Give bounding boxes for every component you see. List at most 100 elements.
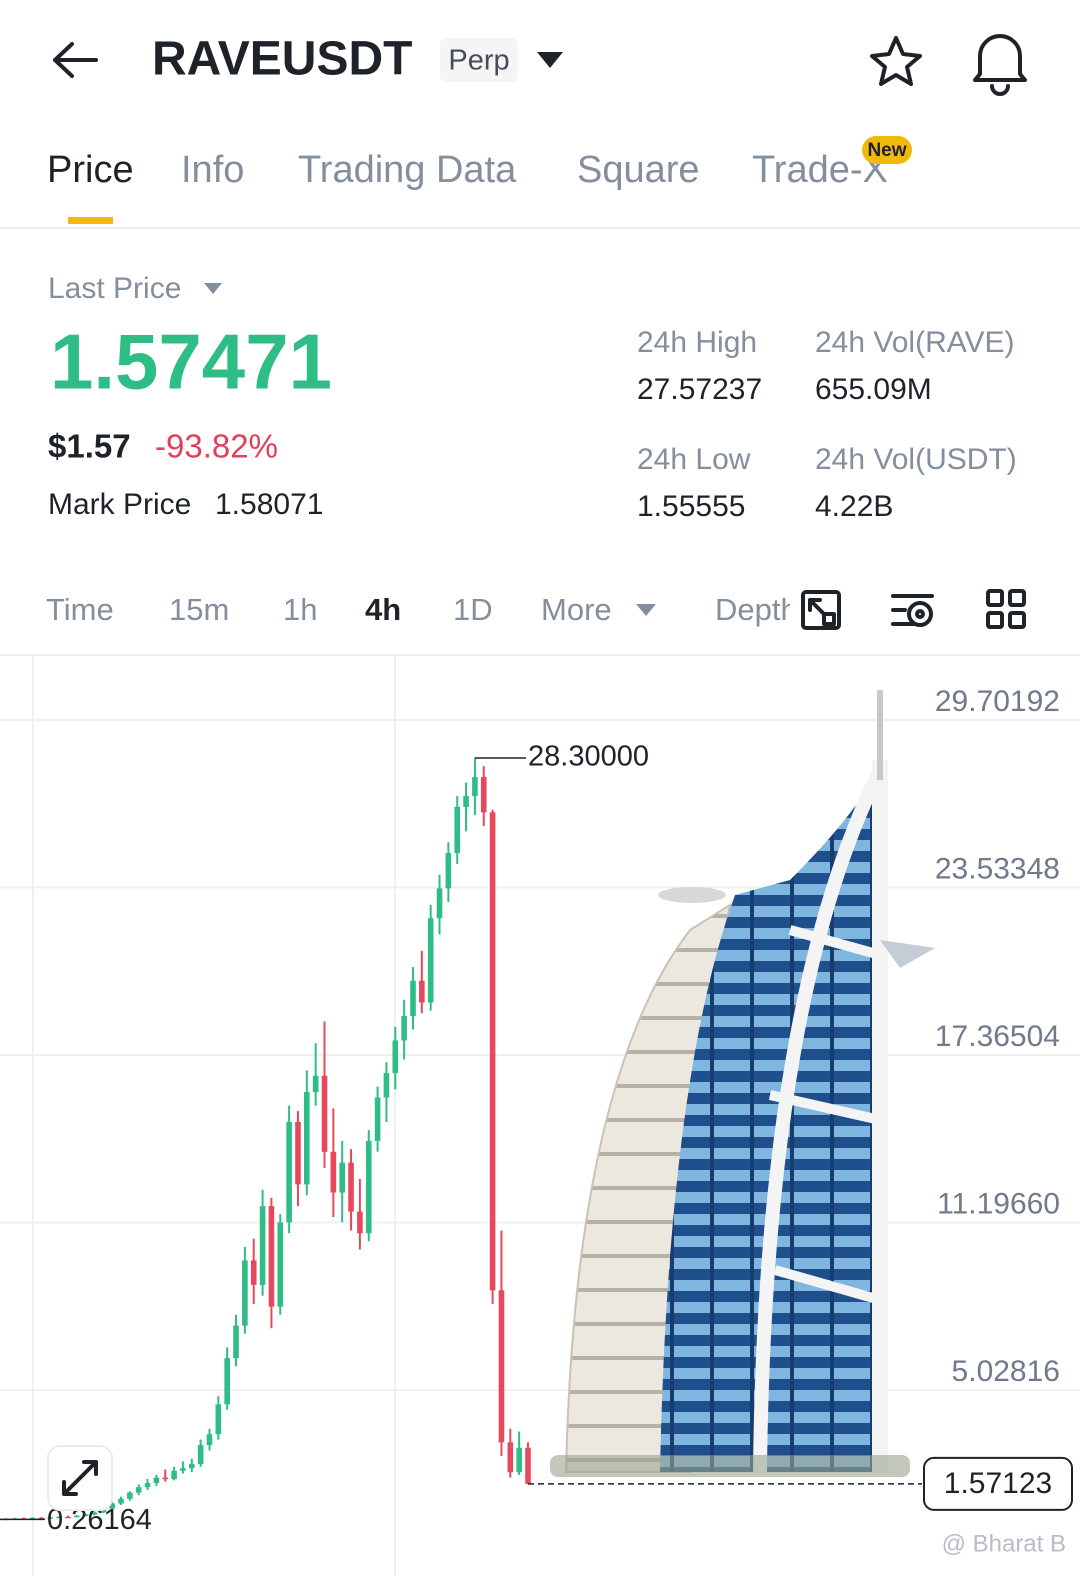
high-label: 28.30000 (528, 741, 649, 773)
stat-value: 1.55555 (637, 490, 745, 523)
candle-body (489, 812, 496, 1291)
candle-body (348, 1162, 354, 1212)
candle-body (29, 1517, 36, 1520)
candle-body (516, 1447, 522, 1473)
candle-body (454, 806, 461, 854)
candle-body (436, 888, 443, 919)
layout-icon[interactable] (986, 589, 1026, 629)
candle-body (38, 1517, 45, 1520)
current-price-box (923, 1456, 1073, 1511)
candle-body (427, 918, 434, 1003)
grid: 29.70192 23.53348 17.36504 11.19660 5.02816 (0, 685, 1080, 1391)
mark-price-label: Mark Price (48, 488, 191, 521)
y-tick-label: 5.02816 (952, 1355, 1060, 1388)
candle-body (56, 1516, 62, 1519)
candle-body (268, 1206, 275, 1307)
candle-body (206, 1434, 213, 1446)
back-button[interactable] (53, 42, 98, 78)
mark-price: 1.58071 (215, 488, 323, 521)
alert-icon[interactable] (973, 34, 1027, 96)
candle-body (525, 1447, 531, 1484)
candle-body (286, 1121, 292, 1223)
interval[interactable]: 1D (453, 592, 493, 627)
chart-icon[interactable] (801, 590, 841, 630)
interval-active[interactable]: 4h (365, 592, 401, 627)
candle-body (180, 1468, 186, 1471)
candle-body (91, 1512, 98, 1515)
stat-label: 24h Vol(USDT) (815, 443, 1017, 476)
perp-badge: Perp (448, 45, 509, 77)
candle-body (277, 1222, 284, 1307)
new-badge-bg (862, 136, 912, 164)
watermark: @ Bharat B (942, 1530, 1066, 1557)
candle-body (295, 1121, 301, 1185)
depth-tab[interactable]: Depth (715, 592, 798, 627)
y-tick-label: 23.53348 (935, 852, 1060, 885)
candle-body (188, 1464, 195, 1469)
candle-body (242, 1260, 248, 1326)
candle-body (171, 1470, 177, 1480)
candle-body (507, 1442, 514, 1473)
candle-body (498, 1290, 505, 1443)
candle-body (215, 1404, 222, 1435)
price-change: -93.82% (155, 428, 278, 465)
candle-body (153, 1477, 160, 1484)
candle-body (463, 796, 469, 807)
stat-label: 24h Vol(RAVE) (815, 326, 1015, 359)
candle-body (401, 1016, 407, 1041)
stat-label: 24h High (637, 326, 757, 359)
candle-body (162, 1477, 169, 1480)
candle-body (224, 1358, 230, 1405)
indicator-icon[interactable] (891, 594, 934, 627)
stat-value: 655.09M (815, 373, 932, 406)
expand-icon[interactable] (62, 1460, 98, 1496)
candle-body (144, 1483, 151, 1488)
candle-body (419, 980, 425, 1003)
candle-body (135, 1487, 142, 1493)
tab-square[interactable]: Square (577, 149, 700, 191)
more-dropdown[interactable] (636, 604, 656, 616)
stat-value: 27.57237 (637, 373, 762, 406)
y-tick-label: 11.19660 (937, 1187, 1060, 1220)
usd-price: $1.57 (48, 428, 131, 465)
current-price-label: 1.57123 (944, 1467, 1052, 1500)
symbol-dropdown[interactable] (537, 52, 563, 68)
candle-body (410, 980, 416, 1017)
tab-price[interactable]: Price (47, 149, 134, 191)
stat-value: 4.22B (815, 490, 893, 523)
interval[interactable]: 1h (283, 592, 317, 627)
tab-trading-data[interactable]: Trading Data (298, 149, 517, 191)
tab-info[interactable]: Info (181, 149, 244, 191)
candle-body (480, 777, 487, 813)
candle-body (127, 1492, 133, 1499)
y-tick-label: 17.36504 (935, 1020, 1060, 1053)
favorite-icon[interactable] (870, 36, 922, 86)
last-price: 1.57471 (50, 318, 332, 406)
interval[interactable]: Time (46, 592, 114, 627)
candle-body (65, 1516, 71, 1519)
tab-indicator (68, 217, 113, 224)
candle-body (259, 1206, 266, 1285)
candle-body (321, 1075, 328, 1152)
stat-label: 24h Low (637, 443, 751, 476)
new-badge: New (867, 140, 906, 161)
candle-body (339, 1162, 346, 1193)
interval[interactable]: 15m (169, 592, 229, 627)
candle-body (47, 1517, 54, 1519)
building-illustration (550, 690, 935, 1477)
last-price-label[interactable]: Last Price (48, 272, 181, 305)
candle-body (118, 1498, 124, 1504)
last-price-dropdown[interactable] (204, 283, 222, 294)
candle-body (109, 1503, 115, 1509)
candle-body (197, 1445, 204, 1465)
candle-body (304, 1092, 310, 1185)
candle-body (374, 1097, 381, 1141)
candle-body (383, 1073, 390, 1098)
candle-body (392, 1040, 399, 1074)
interval-more[interactable]: More (541, 592, 612, 627)
symbol-title: RAVEUSDT (152, 33, 412, 86)
